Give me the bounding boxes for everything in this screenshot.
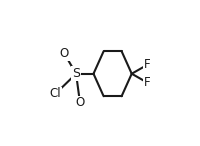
Text: S: S: [72, 67, 80, 80]
Text: F: F: [144, 76, 151, 89]
Text: F: F: [144, 58, 151, 71]
Text: Cl: Cl: [49, 87, 61, 100]
Text: O: O: [60, 47, 69, 60]
Text: O: O: [75, 97, 85, 110]
